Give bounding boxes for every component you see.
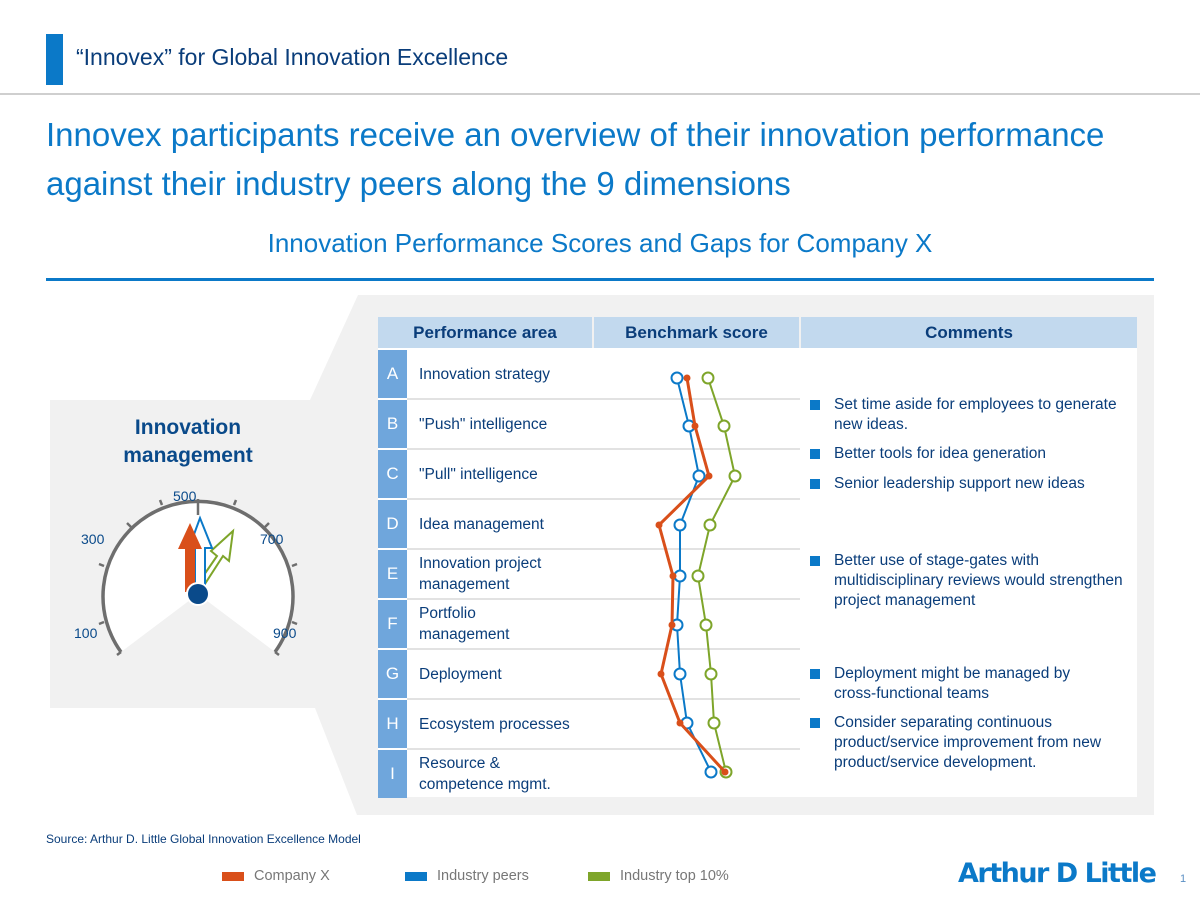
row-letter: G — [378, 650, 407, 698]
bullet-square-icon — [810, 449, 820, 459]
bullet-square-icon — [810, 479, 820, 489]
data-point — [705, 472, 713, 480]
gauge-tick-500: 500 — [173, 488, 197, 504]
data-point — [655, 521, 663, 529]
gauge-title-line2: management — [123, 444, 253, 467]
row-letter: A — [378, 350, 407, 398]
data-point — [721, 768, 729, 776]
comment-item: Better use of stage-gates with multidisc… — [810, 551, 1130, 611]
legend-industry-peers: Industry peers — [405, 868, 529, 884]
comment-item: Better tools for idea generation — [810, 444, 1140, 464]
row-label: Ecosystem processes — [419, 715, 570, 733]
data-point — [657, 670, 665, 678]
data-point — [673, 667, 687, 681]
gauge-chart — [98, 499, 298, 656]
legend-industry-top10: Industry top 10% — [588, 868, 729, 884]
header-comments: Comments — [801, 317, 1137, 348]
legend-company-x: Company X — [222, 868, 330, 884]
legend-swatch-icon — [222, 871, 244, 881]
data-point — [704, 667, 718, 681]
data-point — [692, 469, 706, 483]
gauge-tick-700: 700 — [260, 531, 284, 547]
data-point — [676, 719, 684, 727]
table-row: A Innovation strategy — [378, 350, 800, 398]
legend-swatch-icon — [405, 871, 427, 881]
bullet-square-icon — [810, 400, 820, 410]
gauge-title-line1: Innovation — [134, 416, 242, 439]
slide-number: 1 — [1180, 873, 1187, 885]
page-title: Innovex participants receive an overview… — [46, 116, 1105, 202]
bullet-square-icon — [810, 556, 820, 566]
header-title: “Innovex” for Global Innovation Excellen… — [76, 44, 509, 70]
data-point — [699, 618, 713, 632]
table-row: G Deployment — [378, 650, 800, 698]
data-point — [673, 518, 687, 532]
header-performance-area: Performance area — [378, 317, 592, 348]
row-letter: C — [378, 450, 407, 498]
data-point — [701, 371, 715, 385]
comment-item: Set time aside for employees to generate… — [810, 395, 1140, 435]
row-letter: H — [378, 700, 407, 748]
table-row: I Resource & competence mgmt. — [378, 750, 800, 798]
row-label: Deployment — [419, 665, 502, 683]
table-row: H Ecosystem processes — [378, 700, 800, 748]
legend-swatch-icon — [588, 871, 610, 881]
gauge-hub — [188, 584, 208, 604]
data-point — [728, 469, 742, 483]
row-label: "Pull" intelligence — [419, 465, 538, 483]
data-point — [691, 569, 705, 583]
comment-item: Deployment might be managed by cross-fun… — [810, 664, 1110, 704]
gauge-tick-300: 300 — [81, 531, 105, 547]
table-row: C "Pull" intelligence — [378, 450, 800, 498]
header-divider — [0, 93, 1200, 95]
header-benchmark-score: Benchmark score — [594, 317, 799, 348]
header-accent-bar — [46, 34, 63, 85]
table-row: E Innovation project management — [378, 550, 800, 598]
row-label: Innovation project management — [419, 555, 542, 593]
table-row: F Portfolio management — [378, 600, 800, 648]
row-letter: E — [378, 550, 407, 598]
row-letter: I — [378, 750, 407, 798]
data-point — [669, 572, 677, 580]
row-label: "Push" intelligence — [419, 415, 548, 433]
company-arrow-icon — [178, 523, 202, 592]
row-label: Idea management — [419, 515, 544, 533]
table-row: B "Push" intelligence — [378, 400, 800, 448]
row-letter: B — [378, 400, 407, 448]
data-point — [704, 765, 718, 779]
data-point — [707, 716, 721, 730]
data-point — [691, 422, 699, 430]
data-point — [668, 621, 676, 629]
row-label: Resource & competence mgmt. — [419, 755, 551, 793]
table-row: D Idea management — [378, 500, 800, 548]
data-point — [717, 419, 731, 433]
row-label: Innovation strategy — [419, 365, 550, 383]
source-note: Source: Arthur D. Little Global Innovati… — [46, 832, 361, 846]
row-letter: D — [378, 500, 407, 548]
bullet-square-icon — [810, 669, 820, 679]
data-point — [670, 371, 684, 385]
gauge-title: Innovation management — [50, 414, 326, 470]
gauge-tick-900: 900 — [273, 625, 297, 641]
bullet-square-icon — [810, 718, 820, 728]
row-letter: F — [378, 600, 407, 648]
row-label: Portfolio management — [419, 605, 510, 643]
gauge-tick-100: 100 — [74, 625, 98, 641]
data-point — [703, 518, 717, 532]
comment-item: Consider separating continuous product/s… — [810, 713, 1150, 773]
performance-table: Performance area Benchmark score Comment… — [378, 317, 1140, 798]
company-logo: Arthur D Little — [958, 858, 1157, 889]
chart-subtitle: Innovation Performance Scores and Gaps f… — [267, 228, 933, 258]
comment-item: Senior leadership support new ideas — [810, 474, 1140, 494]
data-point — [683, 374, 691, 382]
subtitle-divider — [46, 278, 1154, 281]
